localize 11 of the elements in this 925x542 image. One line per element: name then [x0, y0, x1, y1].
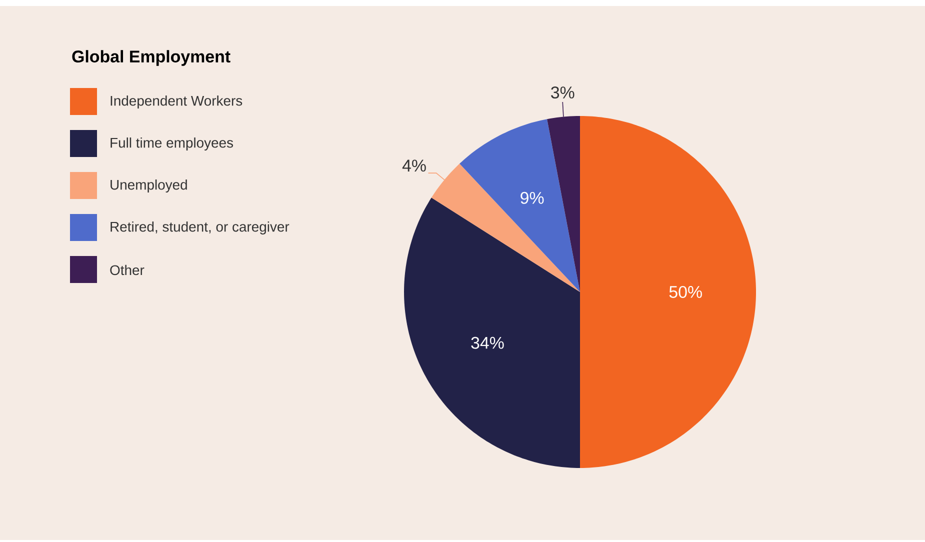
data-label: 3%: [551, 86, 574, 98]
data-label: 4%: [402, 160, 426, 172]
legend-title: Global Employment: [72, 50, 230, 66]
data-label: 34%: [471, 336, 504, 349]
legend-label: Full time employees: [110, 137, 234, 150]
data-label: 50%: [669, 286, 702, 298]
legend-label: Independent Workers: [110, 95, 242, 108]
data-label: 9%: [520, 192, 544, 204]
legend-label: Other: [110, 264, 144, 276]
legend-label: Retired, student, or caregiver: [110, 221, 290, 234]
legend-label: Unemployed: [110, 179, 187, 192]
